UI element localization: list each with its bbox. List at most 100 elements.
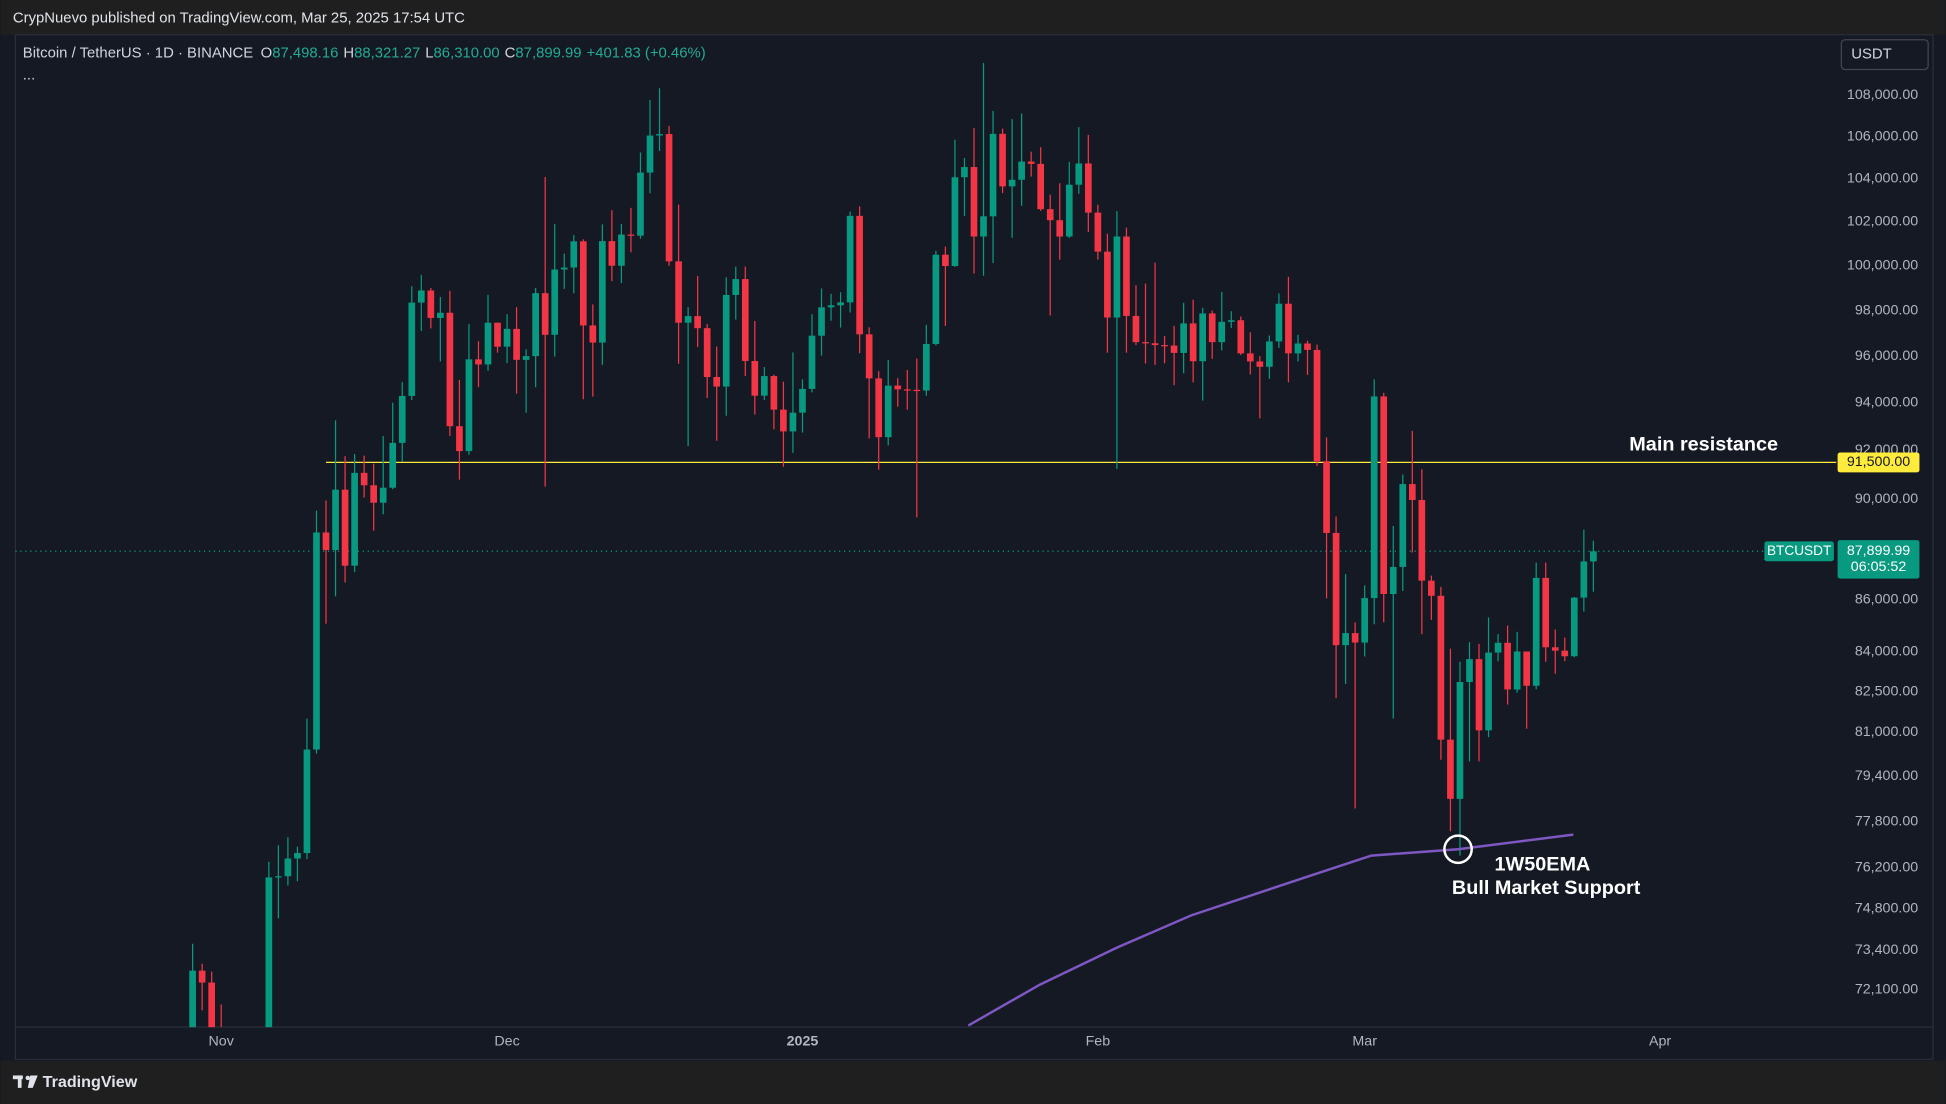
candle-body	[694, 316, 701, 329]
candle-body	[360, 472, 368, 486]
candle-body	[1180, 323, 1187, 353]
y-tick-label: 76,200.00	[1855, 859, 1918, 875]
candle-body	[818, 307, 825, 336]
candle-body	[1313, 349, 1321, 462]
candle-body	[989, 133, 997, 217]
currency[interactable]: USDT	[1851, 47, 1892, 63]
candle-body	[789, 412, 797, 432]
candle-body	[1151, 343, 1159, 346]
y-tick-label: 98,000.00	[1855, 302, 1918, 318]
candle-body	[942, 254, 949, 266]
ema-touch-marker	[1443, 834, 1473, 865]
y-tick-label: 72,100.00	[1855, 982, 1918, 998]
candle-body	[780, 409, 787, 432]
candle-body	[1294, 343, 1302, 354]
candle-body	[313, 532, 320, 750]
candle-body	[1475, 659, 1483, 731]
candle-body	[1170, 345, 1178, 353]
y-tick-label: 84,000.00	[1855, 644, 1918, 660]
candle-body	[761, 376, 768, 396]
candle-body	[675, 261, 682, 323]
y-tick-label: 102,000.00	[1847, 214, 1918, 230]
candle-body	[1094, 212, 1102, 252]
candle-body	[189, 970, 196, 1028]
candle-body	[770, 376, 778, 410]
legend-value: 87,899.99	[515, 45, 581, 61]
candle-body	[637, 172, 644, 236]
candle-body	[1590, 551, 1597, 562]
candle-body	[980, 216, 987, 237]
candle-body	[1342, 633, 1349, 646]
candle-body	[970, 167, 978, 237]
candle-body	[1065, 184, 1073, 237]
candle-body	[1142, 342, 1149, 344]
candle-body	[1275, 303, 1283, 342]
candle-body	[1466, 659, 1473, 682]
candle-body	[1418, 499, 1426, 581]
symbol-label: BTCUSDT	[1767, 543, 1832, 558]
candle-body	[398, 395, 406, 443]
y-tick-label: 79,400.00	[1855, 768, 1918, 784]
candle-body	[1037, 163, 1045, 210]
candle-body	[1494, 642, 1502, 653]
candle-body	[303, 749, 311, 854]
legend-key: C	[505, 45, 516, 61]
candle-body	[1428, 580, 1435, 596]
legend-value: 87,498.16	[272, 45, 338, 61]
candle-body	[570, 241, 578, 268]
candle-body	[713, 376, 721, 387]
candle-body	[446, 312, 454, 427]
legend-key: L	[425, 45, 433, 61]
candle-body	[599, 241, 606, 343]
candle-body	[913, 389, 921, 392]
candle-body	[1399, 484, 1407, 567]
candle-body	[903, 389, 911, 391]
currency-button[interactable]	[1840, 39, 1929, 71]
candle-body	[846, 215, 854, 303]
candle-body	[284, 858, 292, 877]
candle-body	[1523, 651, 1530, 686]
y-tick-label: 96,000.00	[1855, 348, 1918, 364]
candle-body	[437, 312, 444, 318]
candle-body	[322, 532, 330, 551]
candle-body	[856, 215, 863, 335]
candle-body	[722, 294, 730, 387]
x-tick-label: 2025	[787, 1034, 819, 1050]
candle-body	[1485, 652, 1492, 731]
candle-body	[1551, 647, 1559, 651]
candle-body	[1199, 313, 1207, 362]
candle-body	[1227, 320, 1235, 322]
legend-value: 88,321.27	[354, 45, 420, 61]
candle-body	[494, 322, 501, 347]
candle-body	[999, 133, 1006, 187]
candle-body	[1256, 361, 1264, 367]
candle-body	[484, 322, 492, 365]
candle-body	[417, 290, 425, 303]
candle-body	[827, 305, 835, 308]
candle-body	[389, 442, 397, 488]
candle-body	[665, 134, 673, 262]
legend-key: H	[343, 45, 354, 61]
candle-body	[646, 135, 654, 173]
candle-body	[865, 334, 873, 379]
last-price-box	[1837, 540, 1920, 579]
y-tick-label: 100,000.00	[1847, 258, 1918, 274]
candle-body	[961, 167, 968, 178]
candle-body	[379, 487, 387, 503]
candle-body	[1285, 303, 1292, 354]
candle-body	[532, 293, 539, 357]
candle-body	[1380, 396, 1388, 595]
legend-more: ...	[23, 68, 35, 84]
candle-body	[1332, 532, 1340, 646]
candle-body	[1123, 236, 1130, 316]
footer-bar	[0, 1060, 1946, 1104]
candle-body	[1561, 650, 1569, 657]
footer-brand: TradingView	[43, 1073, 138, 1091]
candle-body	[1447, 739, 1454, 799]
candle-body	[1113, 236, 1121, 318]
candle-body	[1189, 323, 1197, 362]
candle-body	[884, 385, 892, 438]
candle-body	[1027, 161, 1035, 164]
countdown-label: 06:05:52	[1851, 559, 1907, 575]
